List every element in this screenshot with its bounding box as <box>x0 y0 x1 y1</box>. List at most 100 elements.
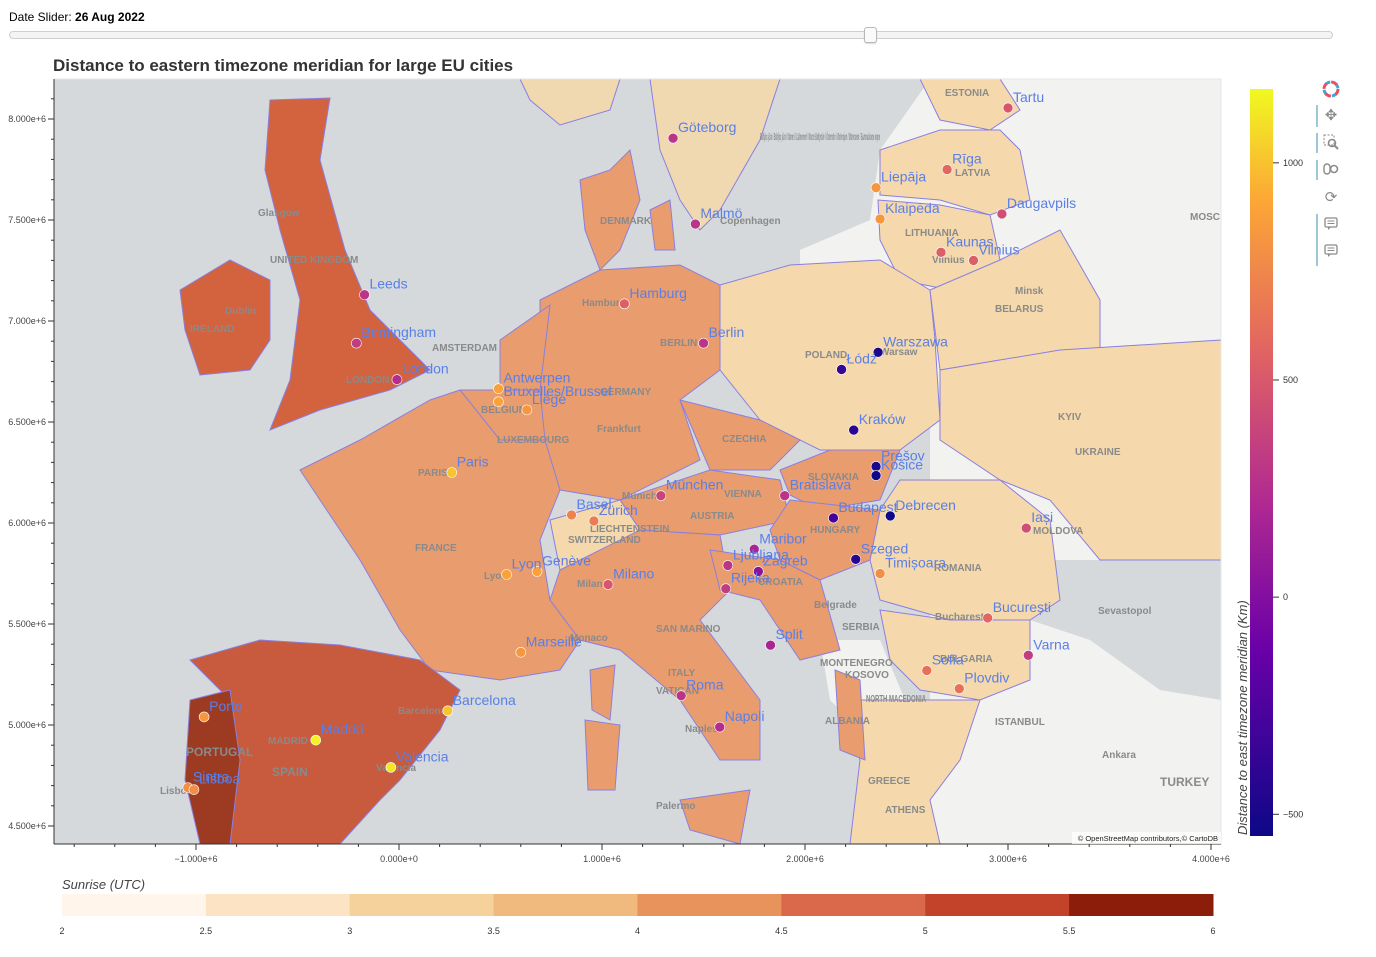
land-slovakia <box>779 449 901 511</box>
city-marker[interactable] <box>566 509 577 521</box>
city-marker[interactable] <box>515 646 527 658</box>
city-label: Warszawa <box>883 333 948 349</box>
date-slider-handle[interactable] <box>864 27 877 43</box>
sunrise-color-segment <box>349 894 495 916</box>
city-marker[interactable] <box>1023 650 1034 661</box>
wheel-zoom-icon[interactable] <box>1320 158 1342 180</box>
city-label: Budapest <box>838 499 897 515</box>
label-palermo: Palermo <box>656 801 695 812</box>
label-albania: ALBANIA <box>825 716 870 727</box>
bokeh-logo-icon[interactable] <box>1320 78 1342 100</box>
label-romania: ROMANIA <box>934 563 982 574</box>
sunrise-tick-label: 4 <box>635 926 640 936</box>
city-marker[interactable] <box>921 665 933 676</box>
city-label: Klaipėda <box>885 200 940 216</box>
city-label: München <box>666 477 724 493</box>
label-monaco: Monaco <box>570 633 608 644</box>
city-marker[interactable] <box>828 512 839 524</box>
hover-icon[interactable] <box>1320 213 1342 235</box>
city-label: Roma <box>686 677 724 693</box>
city-marker[interactable] <box>874 568 886 579</box>
city-marker[interactable] <box>385 762 397 773</box>
city-marker[interactable] <box>602 579 614 590</box>
city-marker[interactable] <box>968 255 979 266</box>
city-marker[interactable] <box>722 560 734 571</box>
city-marker[interactable] <box>720 583 732 594</box>
city-marker[interactable] <box>953 683 965 694</box>
city-marker[interactable] <box>779 490 791 502</box>
city-marker[interactable] <box>870 470 882 481</box>
label-liechtenstein: LIECHTENSTEIN <box>590 524 669 535</box>
city-marker[interactable] <box>872 347 884 358</box>
city-marker[interactable] <box>351 337 362 349</box>
city-label: Tartu <box>1013 89 1044 105</box>
city-label: Maribor <box>759 530 807 546</box>
label-bucharest: Bucharest <box>935 612 985 623</box>
city-marker[interactable] <box>667 132 679 144</box>
city-marker[interactable] <box>493 396 504 408</box>
city-label: Madrid <box>321 721 364 737</box>
city-marker[interactable] <box>690 218 701 230</box>
label-italy: ITALY <box>668 668 696 679</box>
city-marker[interactable] <box>836 364 847 375</box>
land-ukraine <box>939 339 1221 561</box>
city-marker[interactable] <box>753 566 764 577</box>
map-attribution[interactable]: © OpenStreetMap contributors,© CartoDB <box>1078 834 1218 843</box>
city-marker[interactable] <box>501 569 512 580</box>
city-marker[interactable] <box>655 490 667 502</box>
distance-colorbar-title: Distance to east timezone meridian (Km) <box>1235 600 1250 835</box>
city-marker[interactable] <box>310 734 322 746</box>
city-marker[interactable] <box>714 721 726 733</box>
city-marker[interactable] <box>765 639 776 651</box>
city-marker[interactable] <box>850 554 862 565</box>
city-label: Bruxelles/Brussel <box>503 383 611 399</box>
city-marker[interactable] <box>675 690 687 702</box>
city-marker[interactable] <box>982 612 994 624</box>
city-marker[interactable] <box>1002 102 1014 114</box>
reset-icon[interactable]: ⟳ <box>1324 189 1338 206</box>
city-label: Ljubljana <box>733 546 789 562</box>
city-marker[interactable] <box>996 208 1008 220</box>
city-marker[interactable] <box>619 298 630 310</box>
label-lithuania: LITHUANIA <box>905 228 959 239</box>
city-marker[interactable] <box>391 374 403 385</box>
city-marker[interactable] <box>870 461 882 472</box>
city-marker[interactable] <box>188 784 200 795</box>
city-marker[interactable] <box>748 543 760 555</box>
city-marker[interactable] <box>493 383 504 394</box>
sunrise-color-segment <box>637 894 782 916</box>
city-marker[interactable] <box>531 566 543 577</box>
label-madrid-map: MADRID <box>268 736 308 747</box>
land-czechia <box>679 399 801 471</box>
city-label: Sintra <box>193 769 230 785</box>
y-tick-label: 7.000e+6 <box>8 316 46 326</box>
label-warsaw: Warsaw <box>880 347 918 358</box>
city-label: Malmö <box>700 205 742 221</box>
city-marker[interactable] <box>874 213 886 225</box>
city-marker[interactable] <box>521 404 533 416</box>
label-lyon-map: Lyon <box>484 571 508 582</box>
date-slider-track[interactable] <box>9 31 1333 39</box>
pan-icon[interactable]: ✥ <box>1324 107 1338 124</box>
city-marker[interactable] <box>884 510 896 522</box>
label-kosovo: KOSOVO <box>845 670 889 681</box>
city-marker[interactable] <box>198 711 210 723</box>
city-label: Valencia <box>396 748 449 764</box>
hover-icon-2[interactable] <box>1320 240 1342 262</box>
city-marker[interactable] <box>442 705 454 717</box>
y-tick-label: 4.500e+6 <box>8 821 46 831</box>
land-sweden <box>649 79 781 231</box>
city-marker[interactable] <box>935 247 947 258</box>
box-zoom-icon[interactable] <box>1320 131 1342 153</box>
city-label: Szeged <box>861 540 908 556</box>
city-marker[interactable] <box>1020 522 1032 534</box>
city-marker[interactable] <box>698 337 709 349</box>
city-marker[interactable] <box>870 182 882 193</box>
city-marker[interactable] <box>446 467 458 478</box>
city-marker[interactable] <box>848 424 860 436</box>
city-marker[interactable] <box>588 515 600 527</box>
city-marker[interactable] <box>359 289 370 301</box>
city-marker[interactable] <box>941 164 953 175</box>
x-tick-label: 1.000e+6 <box>583 854 621 864</box>
city-label: Varna <box>1033 636 1070 652</box>
